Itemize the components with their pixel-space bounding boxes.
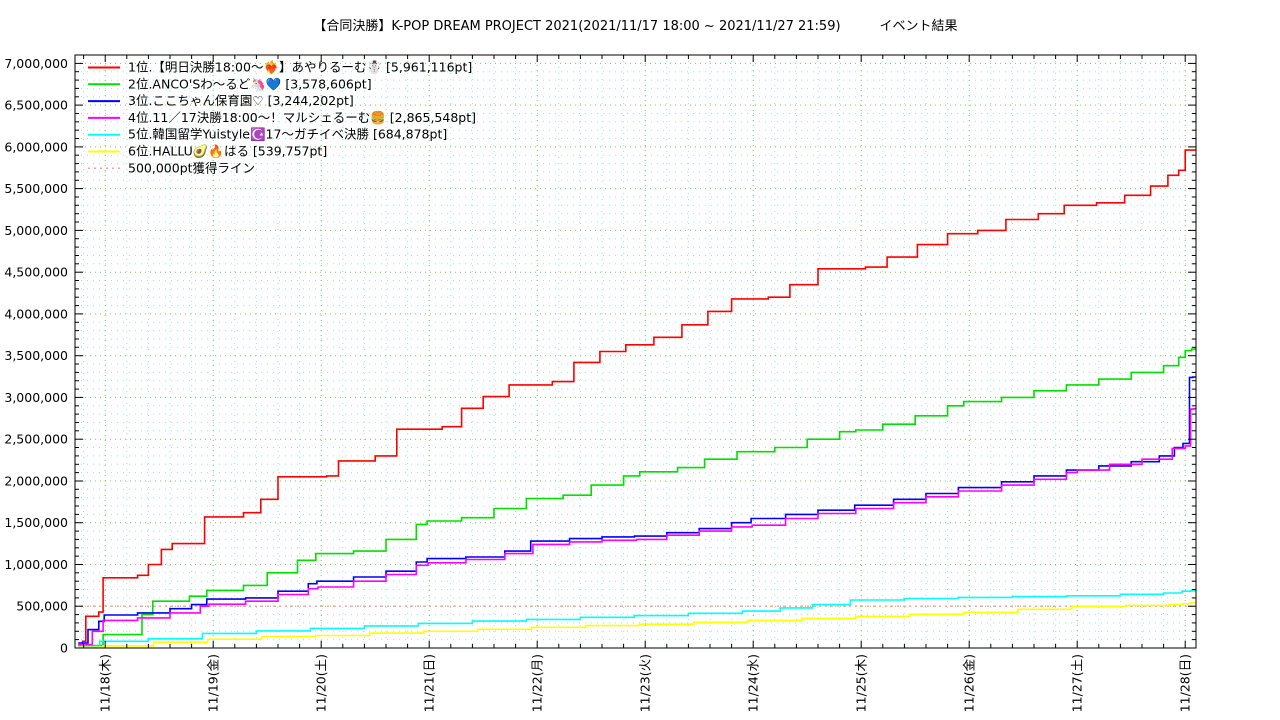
- legend-label-rank4: 4位.11／17決勝18:00〜！マルシェるーむ🍔 [2,865,548pt]: [128, 110, 476, 125]
- y-tick-label: 1,500,000: [4, 515, 68, 530]
- y-tick-label: 6,000,000: [4, 139, 68, 154]
- x-tick-label: 11/28(日): [1178, 654, 1193, 712]
- y-tick-label: 1,000,000: [4, 557, 68, 572]
- series-line-rank4: [78, 407, 1196, 646]
- x-tick-label: 11/20(土): [314, 654, 329, 712]
- y-tick-label: 4,500,000: [4, 265, 68, 280]
- y-tick-label: 4,000,000: [4, 306, 68, 321]
- legend-label-rank5: 5位.韓国留学Yuistyle☪️17〜ガチイベ決勝 [684,878pt]: [128, 127, 447, 142]
- x-tick-label: 11/24(水): [746, 654, 761, 712]
- y-axis-labels: 0 500,000 1,000,000 1,500,000 2,000,000 2,500…: [4, 56, 68, 656]
- x-tick-label: 11/25(木): [854, 654, 869, 712]
- x-tick-label: 11/22(月): [530, 654, 545, 712]
- series-line-rank2: [78, 348, 1196, 647]
- series-line-rank5: [78, 590, 1196, 648]
- y-tick-label: 500,000: [16, 599, 68, 614]
- series-line-rank6: [78, 602, 1196, 648]
- y-tick-label: 6,500,000: [4, 98, 68, 113]
- legend-label-threshold: 500,000pt獲得ライン: [128, 160, 255, 175]
- x-axis-labels: 11/18(木) 11/19(金) 11/20(土) 11/21(日) 11/22(月)…: [98, 654, 1193, 712]
- legend: 1位.【明日決勝18:00〜❤️‍🔥】あやりるーむ☃️ [5,961,116pt…: [88, 60, 476, 175]
- y-tick-label: 2,500,000: [4, 432, 68, 447]
- series-line-rank1: [78, 149, 1196, 647]
- y-tick-label: 5,000,000: [4, 223, 68, 238]
- legend-label-rank1: 1位.【明日決勝18:00〜❤️‍🔥】あやりるーむ☃️ [5,961,116pt…: [128, 60, 472, 76]
- x-tick-label: 11/23(火): [638, 654, 653, 712]
- y-tick-label: 0: [60, 641, 68, 656]
- x-tick-label: 11/27(土): [1070, 654, 1085, 712]
- y-tick-label: 3,000,000: [4, 390, 68, 405]
- chart-title: 【合同決勝】K-POP DREAM PROJECT 2021(2021/11/1…: [313, 19, 957, 34]
- x-tick-label: 11/19(金): [206, 654, 221, 712]
- legend-label-rank3: 3位.ここちゃん保育園♡ [3,244,202pt]: [128, 93, 354, 108]
- y-tick-label: 7,000,000: [4, 56, 68, 71]
- y-tick-label: 2,000,000: [4, 474, 68, 489]
- x-tick-label: 11/26(金): [962, 654, 977, 712]
- grid: [75, 55, 1196, 648]
- legend-label-rank6: 6位.HALLU🥑🔥はる [539,757pt]: [128, 143, 327, 159]
- y-tick-label: 5,500,000: [4, 181, 68, 196]
- x-tick-label: 11/21(日): [422, 654, 437, 712]
- axes: [74, 54, 1197, 649]
- x-tick-label: 11/18(木): [98, 654, 113, 712]
- y-tick-label: 3,500,000: [4, 348, 68, 363]
- legend-label-rank2: 2位.ANCO'Sわ〜るど🦄💙 [3,578,606pt]: [128, 76, 372, 91]
